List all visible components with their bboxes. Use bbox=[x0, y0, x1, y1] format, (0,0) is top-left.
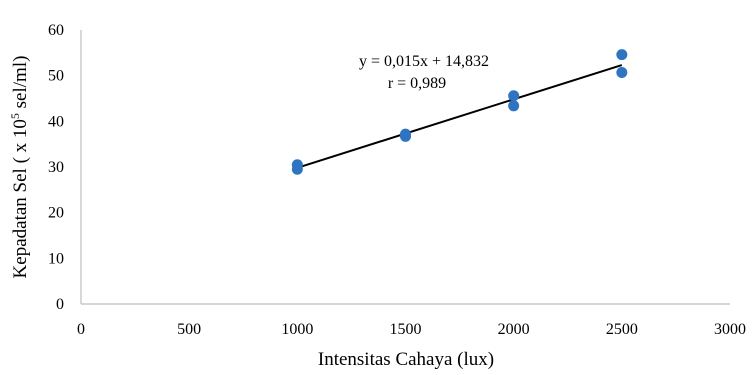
x-tick-label: 2000 bbox=[498, 321, 530, 338]
x-tick-labels: 0 500 1000 1500 2000 2500 3000 bbox=[77, 321, 746, 338]
x-tick-label: 1500 bbox=[390, 321, 422, 338]
y-axis-title-prefix: Kepadatan Sel ( x 10 bbox=[10, 119, 31, 278]
x-tick-label: 1000 bbox=[281, 321, 313, 338]
y-axis-title-superscript: 5 bbox=[8, 113, 22, 119]
y-axis-title-suffix: sel/ml) bbox=[10, 56, 31, 114]
data-point bbox=[400, 128, 411, 140]
y-tick-label: 60 bbox=[48, 22, 64, 39]
r-value-label: r = 0,989 bbox=[388, 75, 446, 92]
x-tick-label: 0 bbox=[77, 321, 85, 338]
x-tick-label: 500 bbox=[177, 321, 201, 338]
x-tick-label: 2500 bbox=[606, 321, 638, 338]
y-tick-label: 10 bbox=[48, 250, 64, 267]
y-tick-label: 30 bbox=[48, 159, 64, 176]
x-axis-title: Intensitas Cahaya (lux) bbox=[318, 349, 494, 370]
data-point bbox=[616, 66, 628, 78]
x-tick-label: 3000 bbox=[714, 321, 746, 338]
y-tick-label: 20 bbox=[48, 205, 64, 222]
data-point bbox=[508, 100, 520, 112]
data-point bbox=[508, 90, 520, 102]
y-tick-label: 50 bbox=[48, 68, 64, 85]
y-axis-title: Kepadatan Sel ( x 105 sel/ml) bbox=[8, 56, 31, 279]
y-tick-label: 0 bbox=[56, 296, 64, 313]
equation-label: y = 0,015x + 14,832 bbox=[359, 53, 489, 70]
data-point bbox=[291, 159, 303, 171]
data-point bbox=[616, 49, 628, 61]
trendline bbox=[297, 64, 623, 169]
data-points bbox=[291, 49, 628, 175]
y-tick-labels: 0 10 20 30 40 50 60 bbox=[48, 22, 64, 313]
y-tick-label: 40 bbox=[48, 113, 64, 130]
